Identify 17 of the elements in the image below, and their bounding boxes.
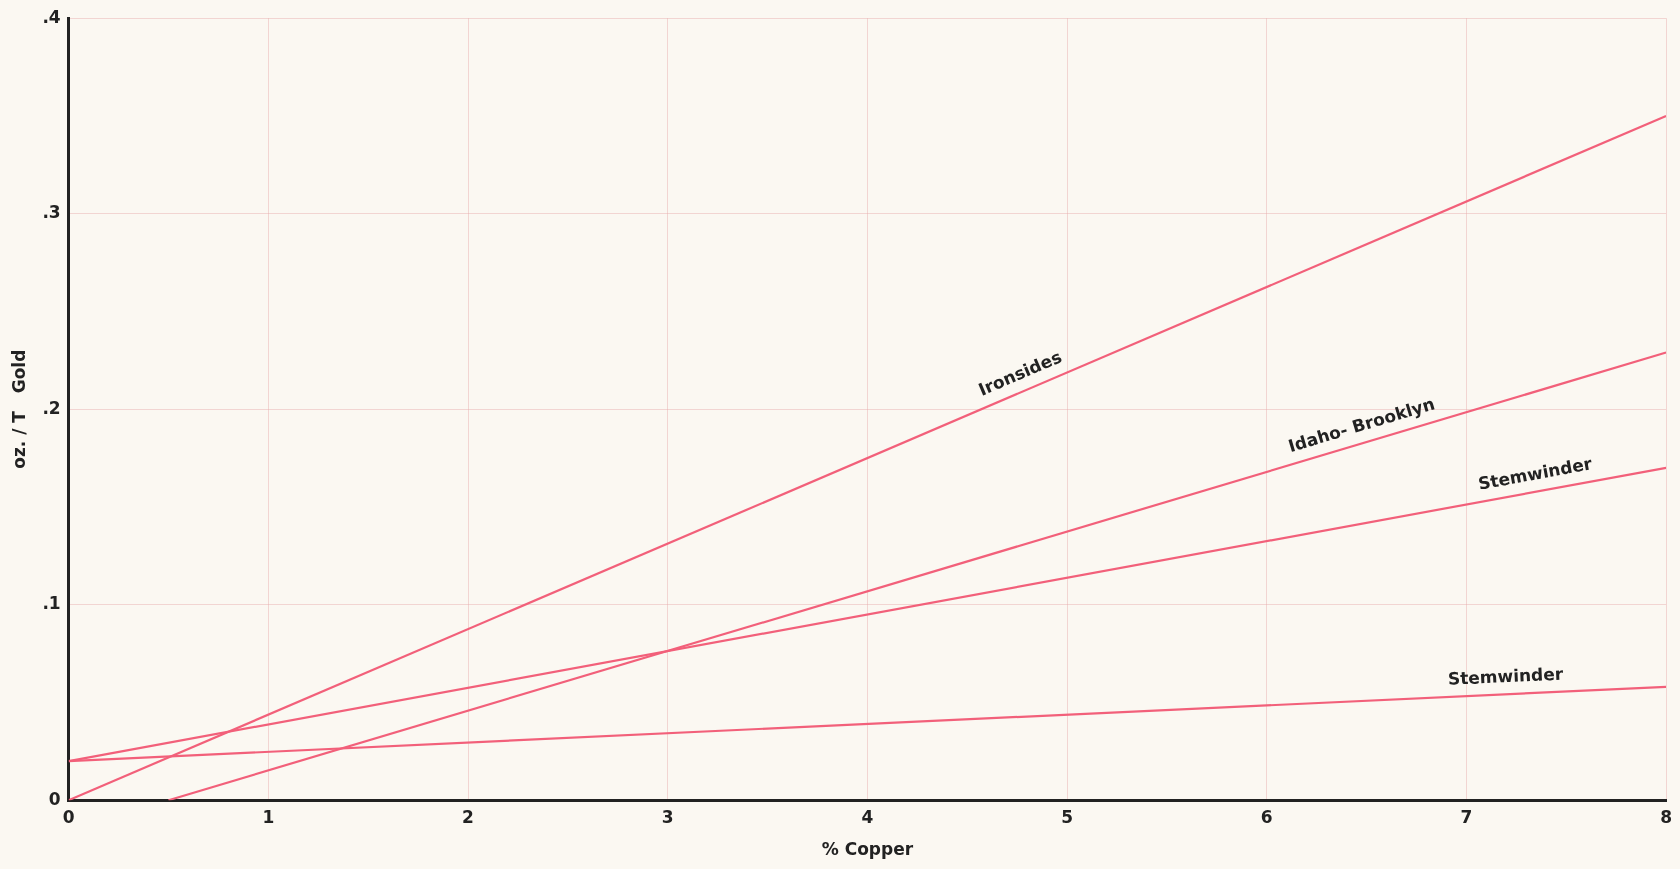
y-axis-title: oz. / T Gold xyxy=(8,349,29,469)
x-tick-label: 8 xyxy=(1660,806,1673,827)
x-tick-label: 5 xyxy=(1061,806,1073,827)
x-tick-label: 1 xyxy=(262,806,275,827)
x-tick-label: 4 xyxy=(861,806,874,827)
y-tick-label: .2 xyxy=(42,397,61,418)
x-tick-label: 6 xyxy=(1260,806,1273,827)
x-tick-label: 7 xyxy=(1460,806,1473,827)
x-tick-label: 0 xyxy=(62,806,75,827)
y-tick-label: .4 xyxy=(42,6,61,27)
y-tick-label: .1 xyxy=(42,593,61,614)
series-label: Stemwinder xyxy=(1447,663,1565,689)
x-axis-title: % Copper xyxy=(821,839,914,860)
y-tick-label: .3 xyxy=(42,202,61,223)
x-tick-label: 3 xyxy=(661,806,674,827)
x-tick-label: 2 xyxy=(462,806,474,827)
y-tick-label: 0 xyxy=(48,788,61,809)
